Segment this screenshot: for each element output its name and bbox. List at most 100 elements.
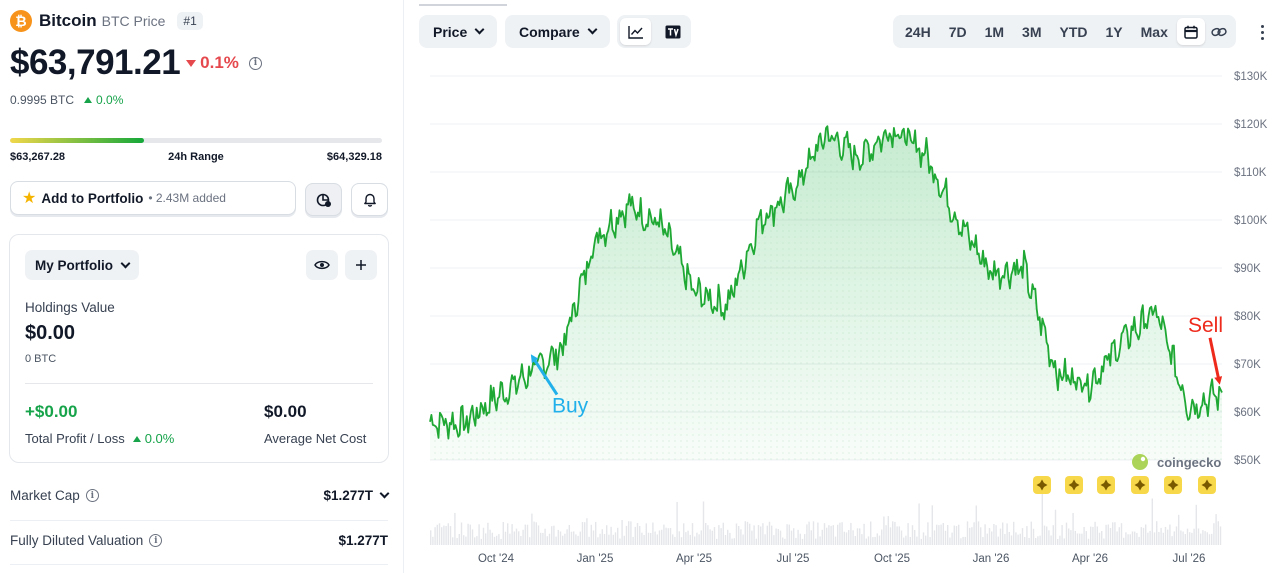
volume-bar [702, 501, 705, 545]
tradingview-button[interactable] [657, 18, 688, 45]
volume-bar [1096, 526, 1098, 545]
holdings-value: $0.00 [25, 322, 76, 344]
volume-bar [597, 537, 599, 545]
volume-bar [806, 524, 808, 545]
volume-bar [661, 529, 663, 545]
price-change-24h: 0.1% [186, 53, 239, 73]
portfolio-dropdown[interactable]: My Portfolio [25, 250, 139, 280]
info-icon[interactable]: i [149, 534, 163, 547]
volume-bar [509, 533, 511, 545]
sell-arrow-icon [1208, 337, 1223, 385]
add-to-portfolio-button[interactable]: ★ Add to Portfolio • 2.43M added [10, 181, 296, 215]
volume-bar [1127, 534, 1129, 545]
volume-bar [469, 524, 471, 545]
date-range-button[interactable] [1176, 18, 1205, 45]
volume-bar [562, 535, 564, 545]
buy-annotation: Buy [552, 395, 589, 418]
volume-bar [502, 522, 504, 545]
volume-bar [929, 537, 931, 545]
volume-bar [865, 538, 867, 545]
price-change-value: 0.1% [200, 53, 239, 72]
price-dropdown[interactable]: Price [419, 15, 498, 48]
range-3m-button[interactable]: 3M [1022, 23, 1042, 40]
volume-bar [911, 525, 914, 545]
volume-bar [1217, 521, 1219, 545]
chart-type-switch [617, 15, 691, 48]
info-icon[interactable]: i [85, 489, 99, 502]
market-cap-value: $1.277T [323, 488, 373, 503]
info-icon[interactable]: i [248, 56, 262, 70]
volume-bar [1039, 535, 1041, 545]
volume-bar [793, 528, 795, 545]
volume-bar [753, 525, 755, 545]
volume-bar [1059, 535, 1061, 545]
range-1y-button[interactable]: 1Y [1105, 23, 1123, 40]
price-dropdown-label-wrap: Price [419, 15, 497, 48]
line-chart-button[interactable] [620, 18, 651, 45]
volume-bar [870, 521, 872, 545]
volume-bar [447, 523, 449, 545]
volume-bar [889, 527, 892, 545]
volume-bar [1085, 531, 1087, 545]
volume-bar [839, 522, 841, 545]
volume-bar [751, 530, 753, 545]
range-max-button[interactable]: Max [1140, 23, 1168, 40]
volume-bar [817, 522, 819, 545]
pie-chart-icon [316, 193, 331, 207]
volume-bar [632, 536, 634, 545]
volume-bar [1123, 537, 1125, 545]
volume-bar [522, 529, 524, 545]
volume-bar [1037, 536, 1039, 545]
volume-bar [984, 524, 986, 545]
volume-bar [1147, 532, 1149, 545]
range-24h-button[interactable]: 24H [905, 23, 931, 40]
volume-bar [716, 538, 718, 545]
range-1m-button[interactable]: 1M [984, 23, 1005, 40]
more-options-icon[interactable] [1253, 20, 1271, 44]
volume-bar [1175, 526, 1178, 545]
volume-bar [599, 533, 601, 545]
range-7d-button[interactable]: 7D [948, 23, 967, 40]
volume-bar [458, 534, 460, 545]
volume-bar [771, 525, 773, 545]
volume-bar [606, 525, 608, 545]
volume-bar [709, 529, 711, 545]
y-axis: $130K $120K $110K $100K $90K $80K $70K $60K $50K [1234, 71, 1268, 467]
volume-bar [997, 536, 999, 545]
volume-bar [443, 525, 445, 545]
volume-bar [740, 529, 742, 545]
volume-bar [452, 537, 454, 545]
toggle-visibility-button[interactable] [306, 250, 338, 280]
volume-bar [586, 518, 588, 545]
compare-dropdown[interactable]: Compare [505, 15, 610, 48]
volume-bar [1087, 538, 1090, 545]
volume-bar [986, 533, 988, 545]
volume-bar [498, 534, 500, 545]
range-ytd-button[interactable]: YTD [1059, 23, 1088, 40]
volume-bar [496, 535, 498, 545]
volume-bar [905, 535, 907, 545]
volume-bar [705, 523, 707, 545]
volume-bar [733, 538, 735, 545]
portfolio-watch-button[interactable] [305, 183, 342, 216]
volume-bar [878, 535, 881, 545]
volume-bar [698, 534, 700, 545]
add-transaction-button[interactable] [345, 250, 377, 280]
volume-bar [755, 538, 757, 545]
volume-bar [949, 537, 951, 545]
volume-bar [489, 529, 491, 545]
volume-bar [962, 536, 964, 545]
price-row: $63,791.21 0.1% i [10, 42, 262, 84]
volume-bar [821, 529, 823, 545]
y-tick-label: $90K [1234, 263, 1261, 275]
share-link-button[interactable] [1205, 18, 1233, 45]
price-alert-button[interactable] [351, 183, 388, 216]
volume-bar [480, 538, 482, 545]
volume-bar [907, 523, 909, 545]
volume-bar [652, 522, 654, 545]
volume-bar [938, 525, 940, 545]
volume-bar [436, 524, 438, 545]
volume-bar [722, 522, 724, 545]
market-cap-row[interactable]: Market Cap i $1.277T [10, 488, 390, 503]
